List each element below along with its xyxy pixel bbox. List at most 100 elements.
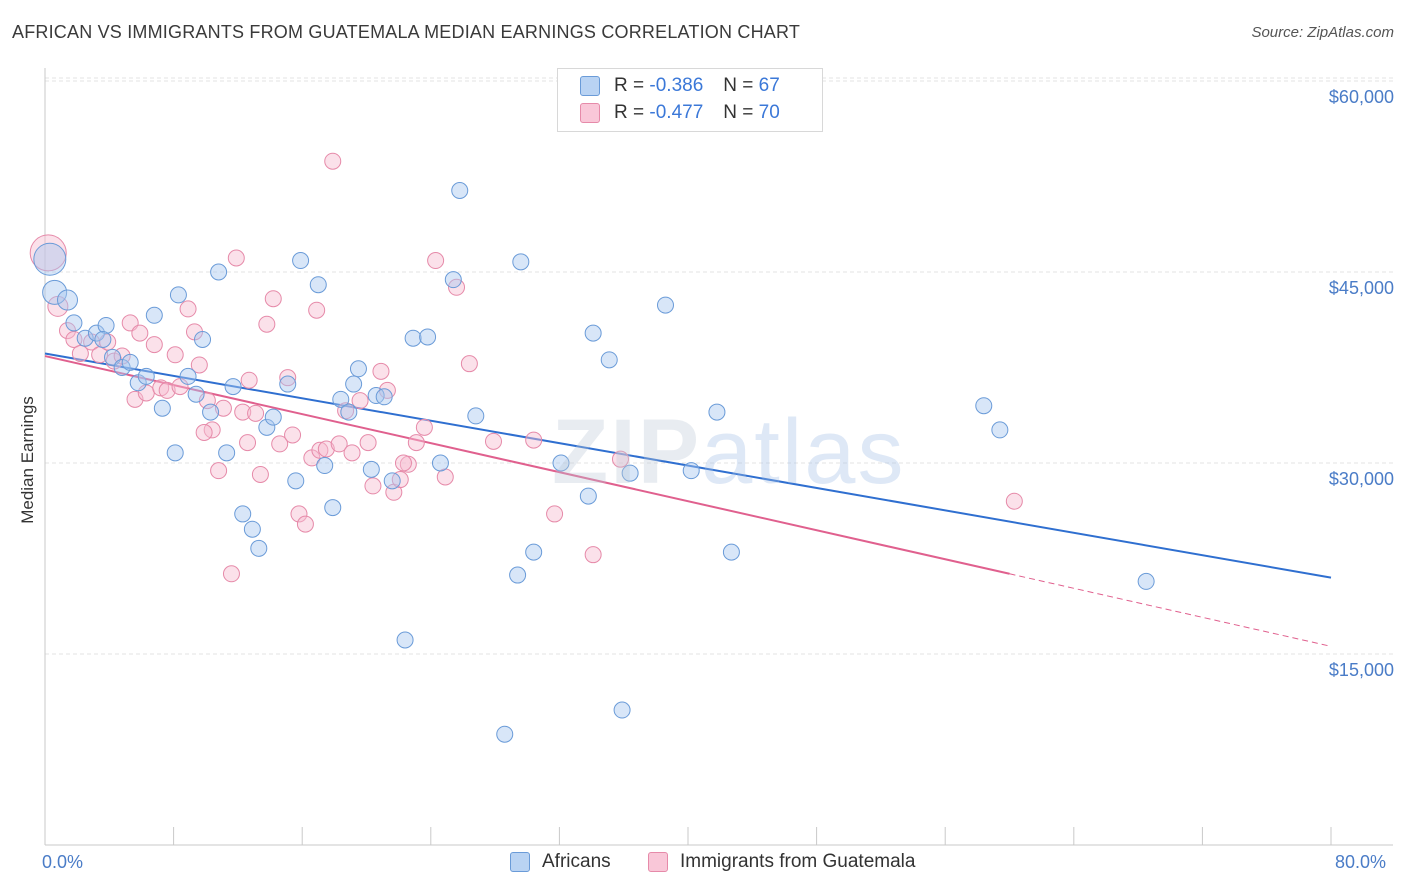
guatemala-point xyxy=(240,371,258,389)
guatemala-point xyxy=(359,434,377,452)
africans-point xyxy=(169,286,187,304)
africans-n-value: 67 xyxy=(758,75,780,96)
africans-point xyxy=(166,444,184,462)
africans-point xyxy=(202,403,220,421)
guatemala-point xyxy=(227,249,245,267)
africans-point xyxy=(210,263,228,281)
africans-point xyxy=(279,375,297,393)
africans-point xyxy=(496,725,514,743)
africans-r-value: -0.386 xyxy=(649,75,704,96)
africans-point xyxy=(179,367,197,385)
guatemala-point xyxy=(317,440,335,458)
guatemala-n-value: 70 xyxy=(758,102,780,123)
guatemala-point xyxy=(351,392,369,410)
guatemala-point xyxy=(131,324,149,342)
guatemala-legend-label: Immigrants from Guatemala xyxy=(680,851,916,872)
guatemala-point xyxy=(234,403,252,421)
africans-point xyxy=(187,385,205,403)
guatemala-point xyxy=(525,431,543,449)
africans-point xyxy=(349,360,367,378)
guatemala-point xyxy=(284,426,302,444)
guatemala-point xyxy=(179,300,197,318)
guatemala-point xyxy=(415,418,433,436)
stats-legend: R = -0.386 N = 67 R = -0.477 N = 70 xyxy=(557,68,823,132)
africans-point xyxy=(264,408,282,426)
n-label: N = xyxy=(723,102,754,123)
africans-points xyxy=(33,182,1155,743)
africans-point xyxy=(682,462,700,480)
legend-item-guatemala[interactable]: Immigrants from Guatemala xyxy=(648,851,915,873)
africans-point xyxy=(121,353,139,371)
chart-title: AFRICAN VS IMMIGRANTS FROM GUATEMALA MED… xyxy=(12,22,801,42)
r-label: R = xyxy=(614,75,645,96)
africans-point xyxy=(42,279,68,305)
guatemala-point xyxy=(308,301,326,319)
africans-point xyxy=(65,314,83,332)
r-label: R = xyxy=(614,102,645,123)
africans-point xyxy=(419,328,437,346)
africans-point xyxy=(613,701,631,719)
guatemala-swatch xyxy=(580,103,600,123)
legend-row-guatemala: R = -0.477 N = 70 xyxy=(580,100,780,126)
africans-point xyxy=(509,566,527,584)
guatemala-point xyxy=(427,252,445,270)
guatemala-point xyxy=(311,441,329,459)
guatemala-point xyxy=(222,565,240,583)
guatemala-point xyxy=(611,450,629,468)
guatemala-point xyxy=(407,434,425,452)
gridlines xyxy=(45,77,1393,655)
guatemala-point xyxy=(71,344,89,362)
legend-row-africans: R = -0.386 N = 67 xyxy=(580,73,780,99)
africans-point xyxy=(600,351,618,369)
africans-point xyxy=(552,454,570,472)
africans-point xyxy=(113,359,131,376)
guatemala-point xyxy=(296,515,314,533)
axes xyxy=(44,68,1393,846)
guatemala-points xyxy=(29,152,1023,583)
guatemala-point xyxy=(271,435,289,453)
africans-point xyxy=(287,472,305,490)
africans-point xyxy=(656,296,674,314)
guatemala-point xyxy=(99,333,117,351)
y-tick-label-60000: $60,000 xyxy=(1328,87,1394,107)
africans-legend-label: Africans xyxy=(542,851,611,872)
guatemala-point xyxy=(190,356,208,374)
africans-point xyxy=(708,403,726,421)
source-label: Source: ZipAtlas.com xyxy=(1251,24,1394,41)
guatemala-point xyxy=(166,346,184,364)
guatemala-legend-swatch xyxy=(648,852,668,872)
africans-point xyxy=(153,399,171,417)
africans-point xyxy=(525,543,543,561)
guatemala-point xyxy=(324,152,342,170)
guatemala-point xyxy=(364,477,382,495)
africans-point xyxy=(444,271,462,289)
guatemala-point xyxy=(279,369,297,387)
guatemala-point xyxy=(158,381,176,399)
africans-point xyxy=(234,505,252,523)
guatemala-point xyxy=(258,315,276,333)
africans-point xyxy=(76,329,94,347)
guatemala-point xyxy=(290,505,308,523)
africans-point xyxy=(332,390,350,408)
africans-point xyxy=(33,242,67,276)
guatemala-point xyxy=(195,423,213,441)
guatemala-point xyxy=(584,546,602,564)
africans-point xyxy=(345,375,363,393)
guatemala-r-value: -0.477 xyxy=(649,102,704,123)
africans-trend-line xyxy=(44,352,1332,579)
legend-item-africans[interactable]: Africans xyxy=(510,851,611,873)
guatemala-point xyxy=(1005,492,1023,510)
africans-point xyxy=(250,539,268,557)
guatemala-trend-extension xyxy=(1009,573,1332,647)
watermark: ZIPatlas xyxy=(552,401,906,503)
guatemala-point xyxy=(394,454,412,472)
y-axis-label: Median Earnings xyxy=(18,396,37,524)
africans-point xyxy=(512,253,530,271)
africans-point xyxy=(375,388,393,406)
africans-point xyxy=(316,457,334,475)
africans-point xyxy=(243,520,261,538)
guatemala-point xyxy=(251,465,269,483)
africans-point xyxy=(1137,572,1155,590)
africans-point xyxy=(431,454,449,472)
